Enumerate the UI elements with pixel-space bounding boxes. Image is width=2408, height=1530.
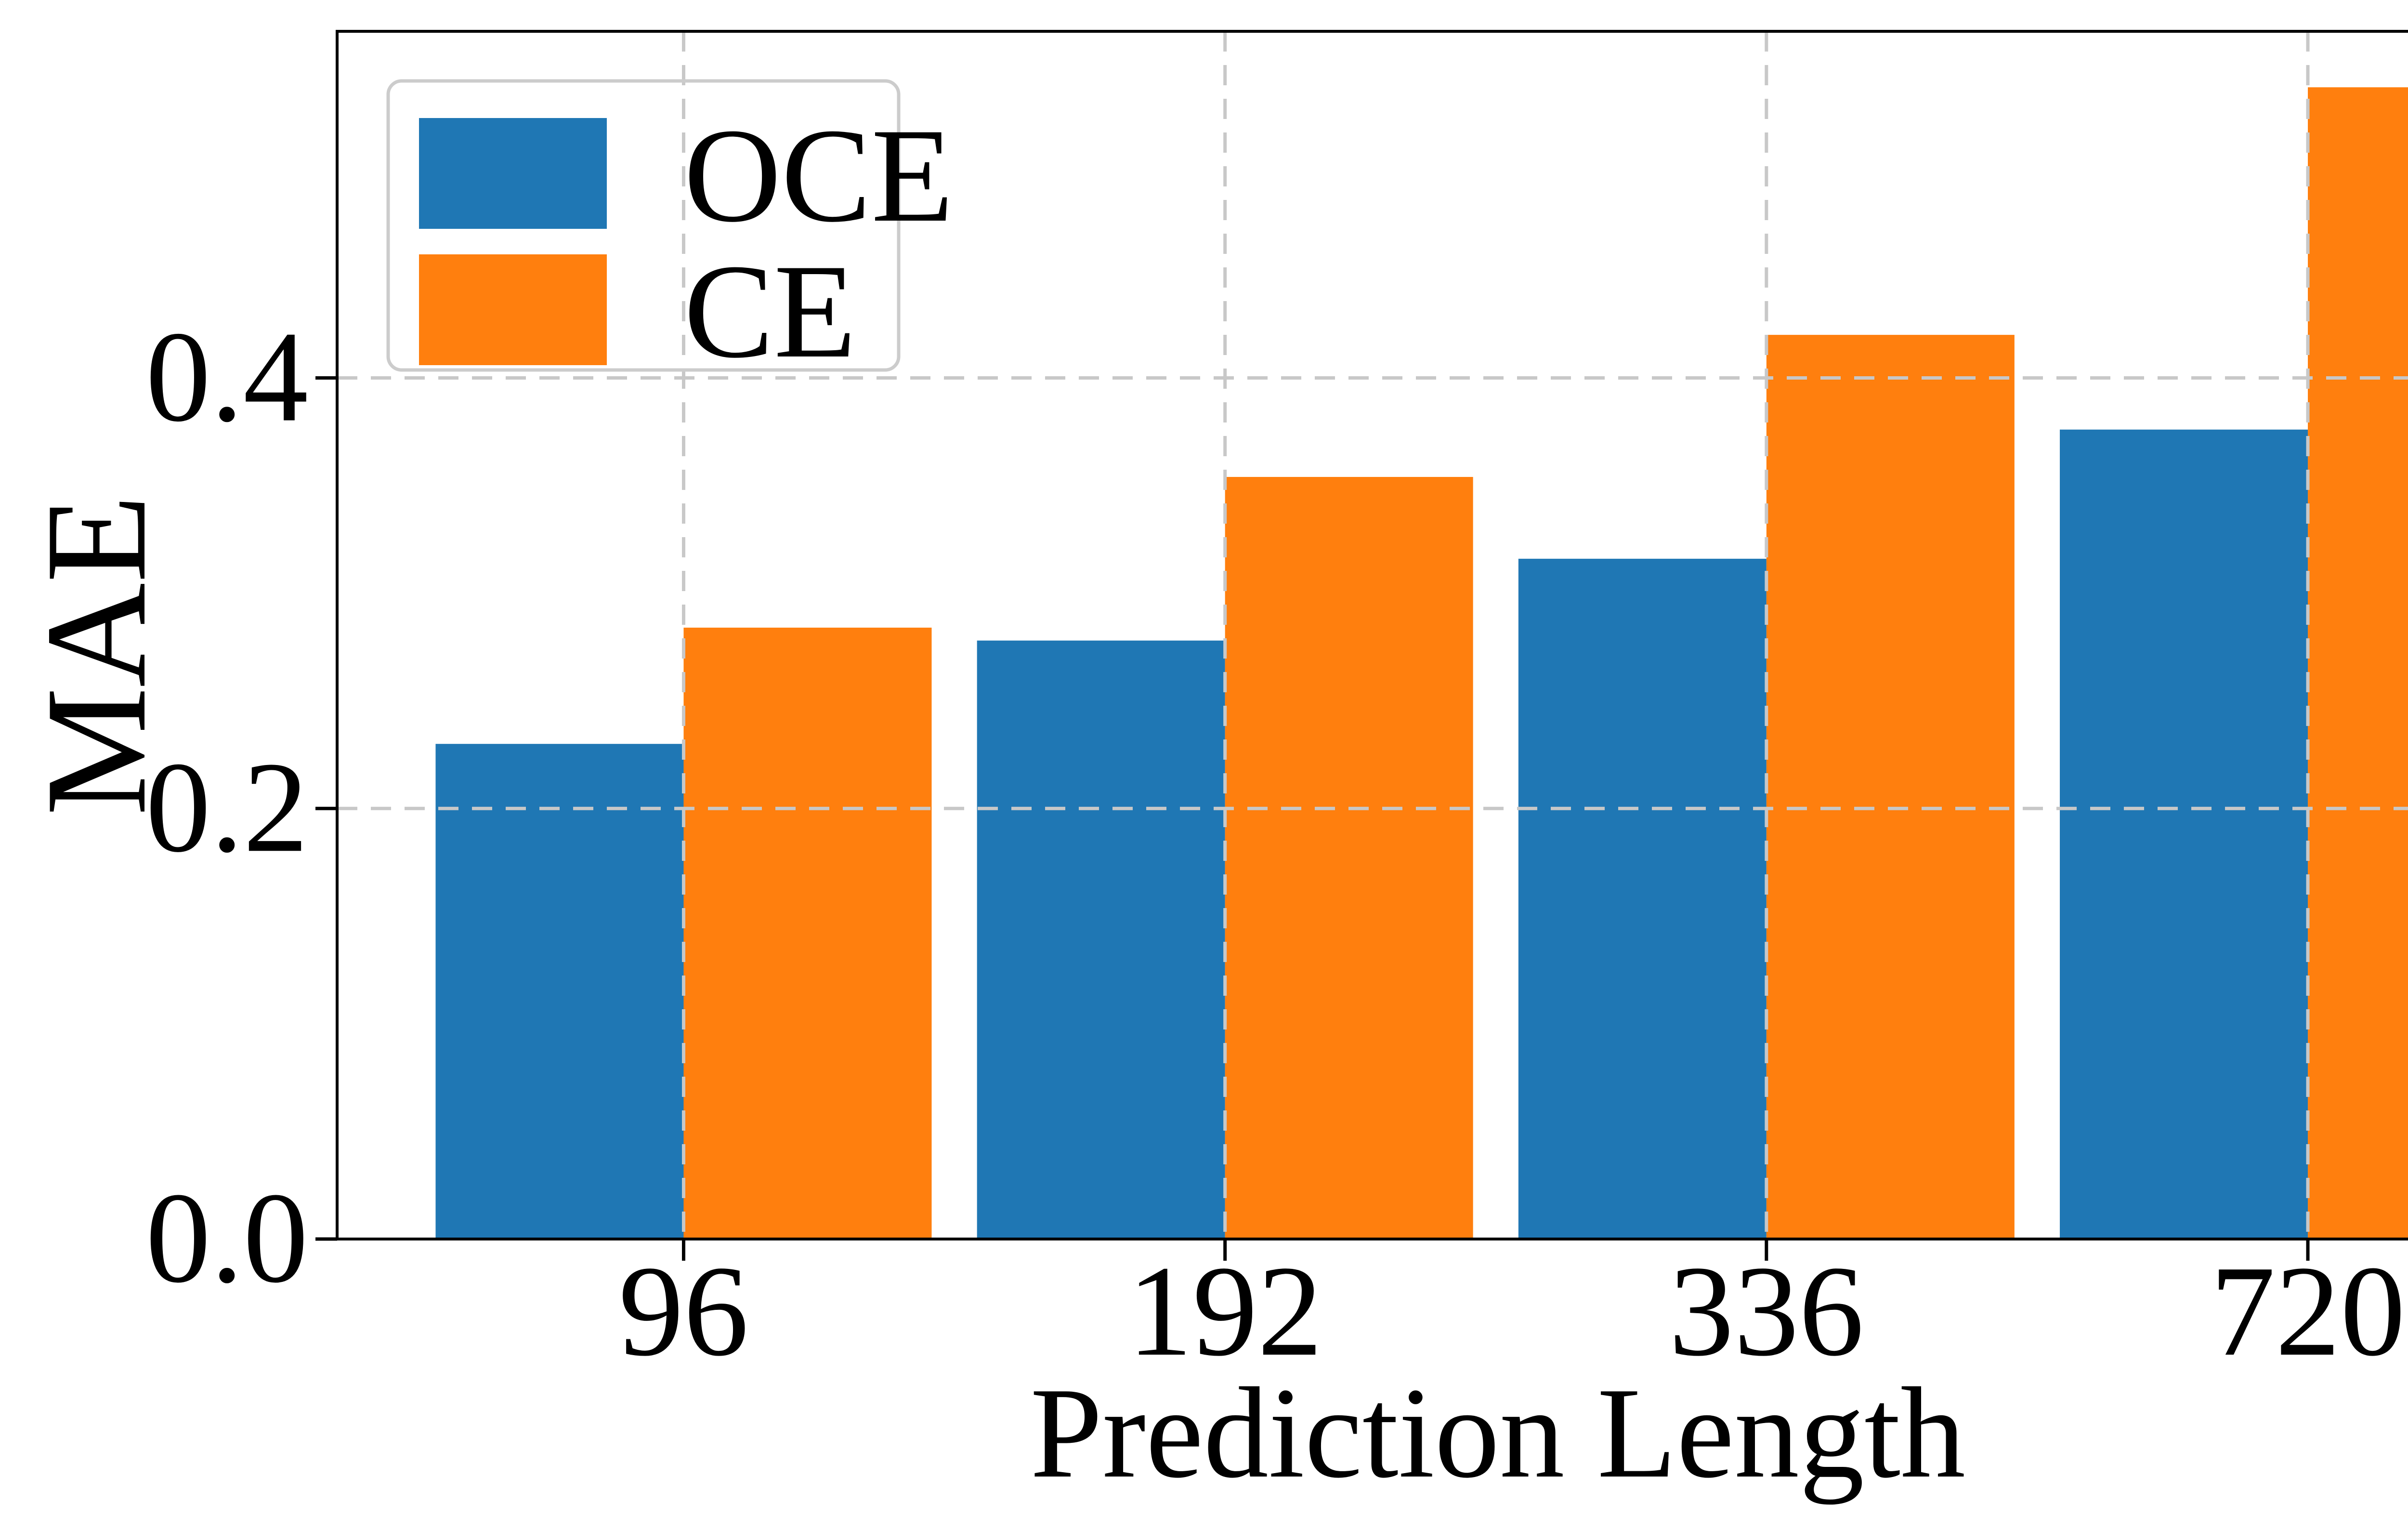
bar-CE-336	[1766, 335, 2015, 1240]
bar-OCE-336	[1518, 558, 1767, 1239]
y-axis-title: MAE	[16, 495, 176, 816]
bar-CE-192	[1225, 477, 1473, 1240]
axes-layer: 0.0 0.2 0.4 96 192 336 720	[146, 30, 2408, 1383]
bars-layer	[435, 87, 2408, 1240]
legend-frame	[386, 79, 901, 372]
bar-OCE-720	[2060, 429, 2308, 1240]
bar-OCE-192	[977, 640, 1225, 1239]
y-tick-label-0.0: 0.0	[146, 1166, 309, 1310]
x-tick-label-192: 192	[1127, 1239, 1322, 1383]
legend-label-oce: OCE	[684, 100, 954, 250]
y-tick-label-0.4: 0.4	[146, 304, 309, 448]
bar-CE-720	[2308, 87, 2408, 1239]
plot-frame	[336, 30, 2408, 1240]
x-tick-label-720: 720	[2211, 1239, 2406, 1383]
x-axis-title: Prediction Length	[1030, 1361, 1965, 1505]
x-tick-label-336: 336	[1669, 1239, 1864, 1383]
gridlines-layer	[337, 31, 2408, 1239]
bar-CE-96	[683, 627, 932, 1239]
x-tick-label-96: 96	[618, 1239, 748, 1383]
legend: OCE CE	[386, 79, 954, 386]
legend-label-ce: CE	[684, 236, 856, 386]
legend-swatch-oce	[419, 118, 607, 229]
y-tick-label-0.2: 0.2	[146, 735, 309, 879]
bar-OCE-96	[435, 744, 684, 1239]
legend-swatch-ce	[419, 254, 607, 365]
